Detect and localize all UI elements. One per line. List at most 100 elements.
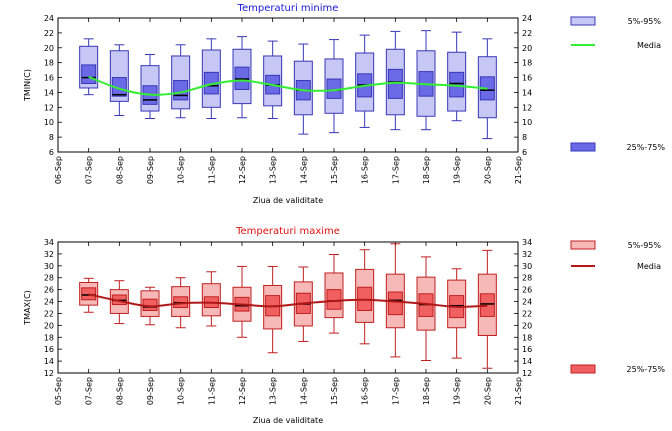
y-tick-label-left: 16 bbox=[44, 74, 54, 83]
y-tick-label-right: 32 bbox=[522, 250, 532, 259]
box-16-Sep bbox=[355, 249, 375, 345]
x-tick-label: 19-Sep bbox=[453, 156, 462, 184]
box-15-Sep bbox=[324, 254, 344, 334]
y-tick-label-right: 22 bbox=[522, 29, 532, 38]
chart-panel-1: Temperaturi minime 6 6 8 8 10 10 12 12 14 14 16 16 18… bbox=[23, 3, 665, 205]
x-axis-label: Ziua de validitate bbox=[253, 196, 323, 205]
y-tick-label-left: 20 bbox=[44, 321, 54, 330]
x-tick-label: 08-Sep bbox=[115, 377, 124, 405]
x-tick-label: 05-Sep bbox=[54, 377, 63, 405]
legend-swatch-5-95 bbox=[570, 240, 596, 250]
x-axis-label: Ziua de validitate bbox=[253, 416, 323, 425]
y-tick-label-right: 26 bbox=[522, 286, 532, 295]
y-tick-label-left: 32 bbox=[44, 250, 54, 259]
y-tick-label-left: 16 bbox=[44, 345, 54, 354]
y-tick-label-left: 20 bbox=[44, 44, 54, 53]
plot-frame bbox=[57, 17, 519, 153]
x-tick-label: 20-Sep bbox=[483, 377, 492, 405]
x-tick-label: 16-Sep bbox=[361, 156, 370, 184]
y-tick-label-left: 18 bbox=[44, 59, 54, 68]
x-tick-label: 09-Sep bbox=[146, 156, 155, 184]
legend-label-mean: Media bbox=[637, 41, 661, 50]
legend: 5%-95% Media 25%-75% bbox=[570, 240, 666, 374]
y-tick-label-left: 26 bbox=[44, 286, 54, 295]
x-tick-label: 10-Sep bbox=[177, 156, 186, 184]
x-tick-label: 10-Sep bbox=[177, 377, 186, 405]
chart-title: Temperaturi maxime bbox=[235, 226, 340, 237]
y-tick-label-left: 24 bbox=[44, 298, 54, 307]
x-tick-label: 20-Sep bbox=[483, 156, 492, 184]
y-tick-label-right: 18 bbox=[522, 333, 532, 342]
x-tick-label: 14-Sep bbox=[299, 156, 308, 184]
x-tick-label: 12-Sep bbox=[238, 377, 247, 405]
y-axis-label: TMAX(C) bbox=[23, 290, 32, 326]
y-tick-label-right: 24 bbox=[522, 298, 532, 307]
legend-swatch-25-75 bbox=[570, 364, 596, 374]
y-tick-label-right: 14 bbox=[522, 88, 532, 97]
box-16-Sep bbox=[355, 34, 375, 128]
legend-swatch-25-75 bbox=[570, 142, 596, 152]
x-tick-label: 09-Sep bbox=[146, 377, 155, 405]
x-tick-label: 18-Sep bbox=[422, 156, 431, 184]
x-tick-label: 21-Sep bbox=[514, 156, 523, 184]
box-11-Sep bbox=[201, 271, 221, 327]
y-tick-label-left: 24 bbox=[44, 14, 54, 23]
y-tick-label-right: 10 bbox=[522, 118, 532, 127]
box-10-Sep bbox=[171, 44, 191, 119]
box-13-Sep bbox=[263, 40, 283, 119]
y-tick-label-left: 6 bbox=[49, 148, 54, 157]
legend-label-25-75: 25%-75% bbox=[627, 365, 666, 374]
box-25-75 bbox=[173, 80, 189, 101]
box-19-Sep bbox=[447, 268, 467, 359]
chart-panel-2: Temperaturi maxime 12 12 14 14 16 16 18 18 20 20 22… bbox=[23, 226, 665, 425]
y-tick-label-right: 24 bbox=[522, 14, 532, 23]
x-tick-label: 11-Sep bbox=[207, 377, 216, 405]
x-tick-label: 07-Sep bbox=[85, 377, 94, 405]
box-25-75 bbox=[142, 298, 158, 311]
x-tick-label: 13-Sep bbox=[269, 377, 278, 405]
y-tick-label-right: 16 bbox=[522, 345, 532, 354]
box-19-Sep bbox=[447, 31, 467, 122]
y-tick-label-right: 12 bbox=[522, 103, 532, 112]
y-tick-label-left: 30 bbox=[44, 262, 54, 271]
x-tick-label: 17-Sep bbox=[391, 156, 400, 184]
x-tick-label: 16-Sep bbox=[361, 377, 370, 405]
y-tick-label-left: 14 bbox=[44, 357, 54, 366]
y-tick-label-right: 18 bbox=[522, 59, 532, 68]
y-tick-label-right: 34 bbox=[522, 238, 532, 247]
x-tick-label: 13-Sep bbox=[269, 156, 278, 184]
x-tick-label: 19-Sep bbox=[453, 377, 462, 405]
x-tick-label: 17-Sep bbox=[391, 377, 400, 405]
y-tick-label-right: 12 bbox=[522, 369, 532, 378]
legend-label-mean: Media bbox=[637, 262, 661, 271]
x-tick-label: 12-Sep bbox=[238, 156, 247, 184]
x-tick-label: 14-Sep bbox=[299, 377, 308, 405]
y-tick-label-right: 20 bbox=[522, 321, 532, 330]
box-13-Sep bbox=[263, 265, 283, 354]
x-tick-label: 15-Sep bbox=[330, 377, 339, 405]
legend-label-25-75: 25%-75% bbox=[627, 143, 666, 152]
x-tick-label: 21-Sep bbox=[514, 377, 523, 405]
mean-line bbox=[88, 75, 488, 96]
x-tick-label: 06-Sep bbox=[54, 156, 63, 184]
y-tick-label-left: 14 bbox=[44, 88, 54, 97]
box-25-75 bbox=[81, 287, 97, 301]
y-tick-label-left: 28 bbox=[44, 274, 54, 283]
y-tick-label-right: 20 bbox=[522, 44, 532, 53]
legend-swatch-5-95 bbox=[570, 16, 596, 26]
box-11-Sep bbox=[201, 38, 221, 119]
box-18-Sep bbox=[416, 30, 436, 131]
box-15-Sep bbox=[324, 39, 344, 134]
y-tick-label-left: 22 bbox=[44, 309, 54, 318]
legend-label-5-95: 5%-95% bbox=[628, 17, 662, 26]
y-tick-label-right: 6 bbox=[522, 148, 527, 157]
box-20-Sep bbox=[477, 249, 497, 369]
legend: 5%-95% Media 25%-75% bbox=[570, 16, 666, 152]
box-07-Sep bbox=[79, 38, 99, 96]
plot-frame bbox=[57, 241, 519, 374]
y-tick-label-right: 16 bbox=[522, 74, 532, 83]
box-10-Sep bbox=[171, 277, 191, 329]
box-25-75 bbox=[81, 64, 97, 85]
y-tick-label-left: 22 bbox=[44, 29, 54, 38]
box-25-75 bbox=[387, 291, 403, 316]
